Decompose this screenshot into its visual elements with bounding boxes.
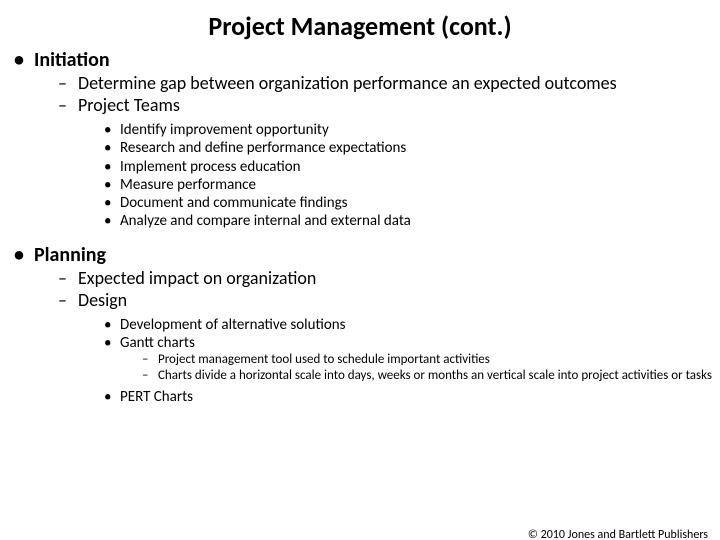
team-item-b: Research and define performance expectat… bbox=[0, 139, 720, 157]
team-item-c: Implement process education bbox=[0, 158, 720, 176]
team-item-d: Measure performance bbox=[0, 176, 720, 194]
design-item-alt: Development of alternative solutions bbox=[0, 316, 720, 334]
section-planning: Planning bbox=[0, 243, 720, 268]
planning-sub-impact: Expected impact on organization bbox=[0, 268, 720, 290]
copyright-footer: © 2010 Jones and Bartlett Publishers bbox=[528, 528, 708, 540]
content-list: Initiation Determine gap between organiz… bbox=[0, 48, 720, 406]
design-item-gantt: Gantt charts bbox=[0, 334, 720, 352]
gantt-note-a: Project management tool used to schedule… bbox=[0, 352, 720, 368]
team-item-a: Identify improvement opportunity bbox=[0, 121, 720, 139]
initiation-sub-teams: Project Teams bbox=[0, 95, 720, 117]
slide-title: Project Management (cont.) bbox=[0, 10, 720, 42]
design-item-pert: PERT Charts bbox=[0, 388, 720, 406]
initiation-sub-gap: Determine gap between organization perfo… bbox=[0, 73, 720, 95]
slide: Project Management (cont.) Initiation De… bbox=[0, 10, 720, 540]
team-item-e: Document and communicate findings bbox=[0, 194, 720, 212]
gantt-note-b: Charts divide a horizontal scale into da… bbox=[0, 368, 720, 384]
team-item-f: Analyze and compare internal and externa… bbox=[0, 212, 720, 230]
section-initiation: Initiation bbox=[0, 48, 720, 73]
planning-sub-design: Design bbox=[0, 290, 720, 312]
